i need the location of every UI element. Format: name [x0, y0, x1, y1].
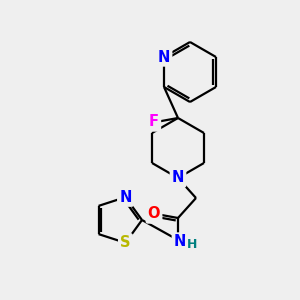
Text: N: N — [172, 170, 184, 185]
Text: O: O — [148, 206, 160, 221]
Text: H: H — [187, 238, 197, 250]
Text: N: N — [158, 50, 170, 64]
Text: F: F — [149, 115, 159, 130]
Text: S: S — [120, 235, 131, 250]
Text: N: N — [174, 235, 186, 250]
Text: N: N — [119, 190, 132, 205]
